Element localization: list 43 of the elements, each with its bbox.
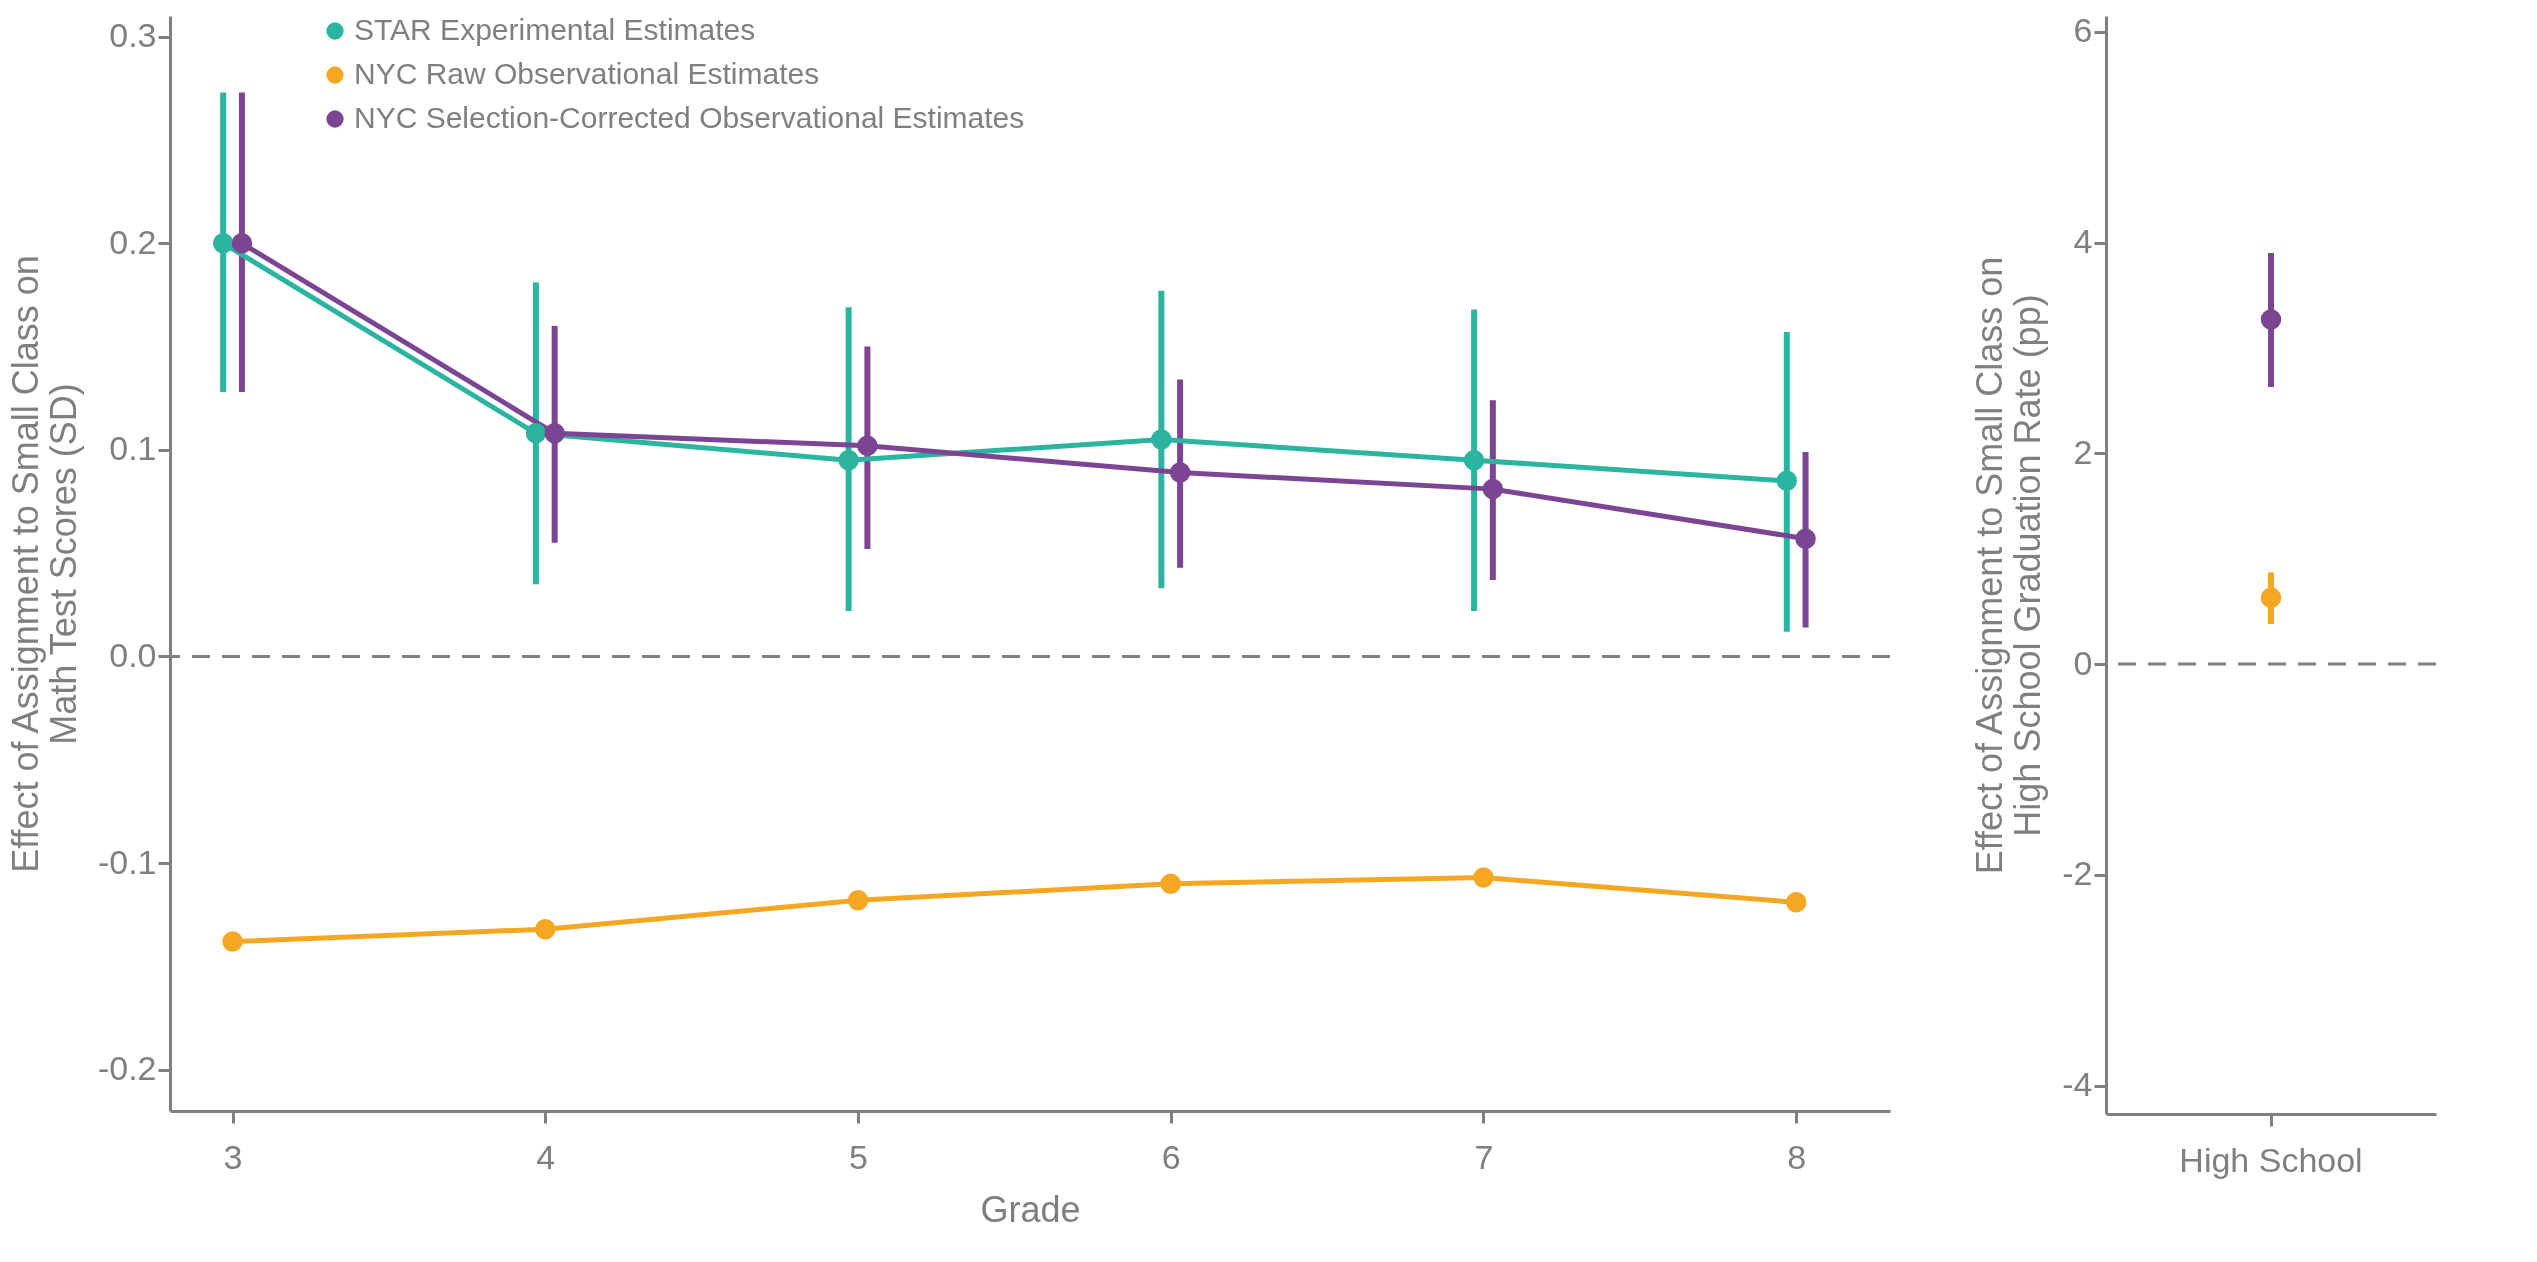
point — [1795, 528, 1816, 549]
x-tick-label: 4 — [536, 1137, 556, 1176]
y-tick-label: 0.1 — [109, 429, 157, 468]
point — [544, 423, 565, 444]
y-tick-label: 6 — [2073, 11, 2093, 50]
point — [838, 449, 859, 471]
y-axis-title: Effect of Assignment to Small Class on Math Test Scores (SD) — [4, 255, 84, 873]
x-tick-label: High School — [2179, 1140, 2363, 1179]
x-tick-label: 3 — [223, 1137, 243, 1176]
y-tick-label: 2 — [2073, 432, 2093, 471]
point — [535, 918, 556, 940]
x-tick-label: 6 — [1161, 1137, 1181, 1176]
y-tick-label: -0.1 — [97, 842, 157, 881]
point — [857, 435, 878, 456]
legend-label: STAR Experimental Estimates — [354, 13, 756, 46]
point — [1463, 449, 1485, 471]
y-axis-title: Effect of Assignment to Small Class on High School Graduation Rate (pp) — [1969, 256, 2049, 875]
point — [1169, 462, 1191, 483]
x-axis-title: Grade — [980, 1188, 1081, 1230]
y-tick-label: 4 — [2073, 222, 2093, 261]
point — [231, 233, 253, 254]
y-tick-label: 0.3 — [109, 16, 157, 55]
point — [222, 931, 243, 952]
x-tick-label: 5 — [849, 1137, 868, 1176]
y-tick-label: -4 — [2062, 1065, 2093, 1104]
point — [1785, 892, 1807, 913]
legend-label: NYC Selection-Corrected Observational Estimates — [354, 101, 1025, 134]
x-tick-label: 7 — [1474, 1137, 1494, 1176]
y-tick-label: 0.0 — [109, 635, 157, 674]
point — [847, 890, 869, 911]
y-tick-label: -0.2 — [97, 1049, 157, 1088]
point — [212, 233, 234, 254]
y-tick-label: 0 — [2073, 643, 2093, 682]
point — [1160, 873, 1181, 894]
point — [525, 423, 547, 444]
point — [1482, 478, 1504, 500]
point — [1151, 429, 1172, 450]
y-tick-label: 0.2 — [109, 222, 157, 261]
x-tick-label: 8 — [1787, 1137, 1807, 1176]
point — [1776, 470, 1798, 492]
y-tick-label: -2 — [2062, 854, 2093, 893]
legend-label: NYC Raw Observational Estimates — [354, 57, 820, 90]
point — [1473, 867, 1494, 888]
